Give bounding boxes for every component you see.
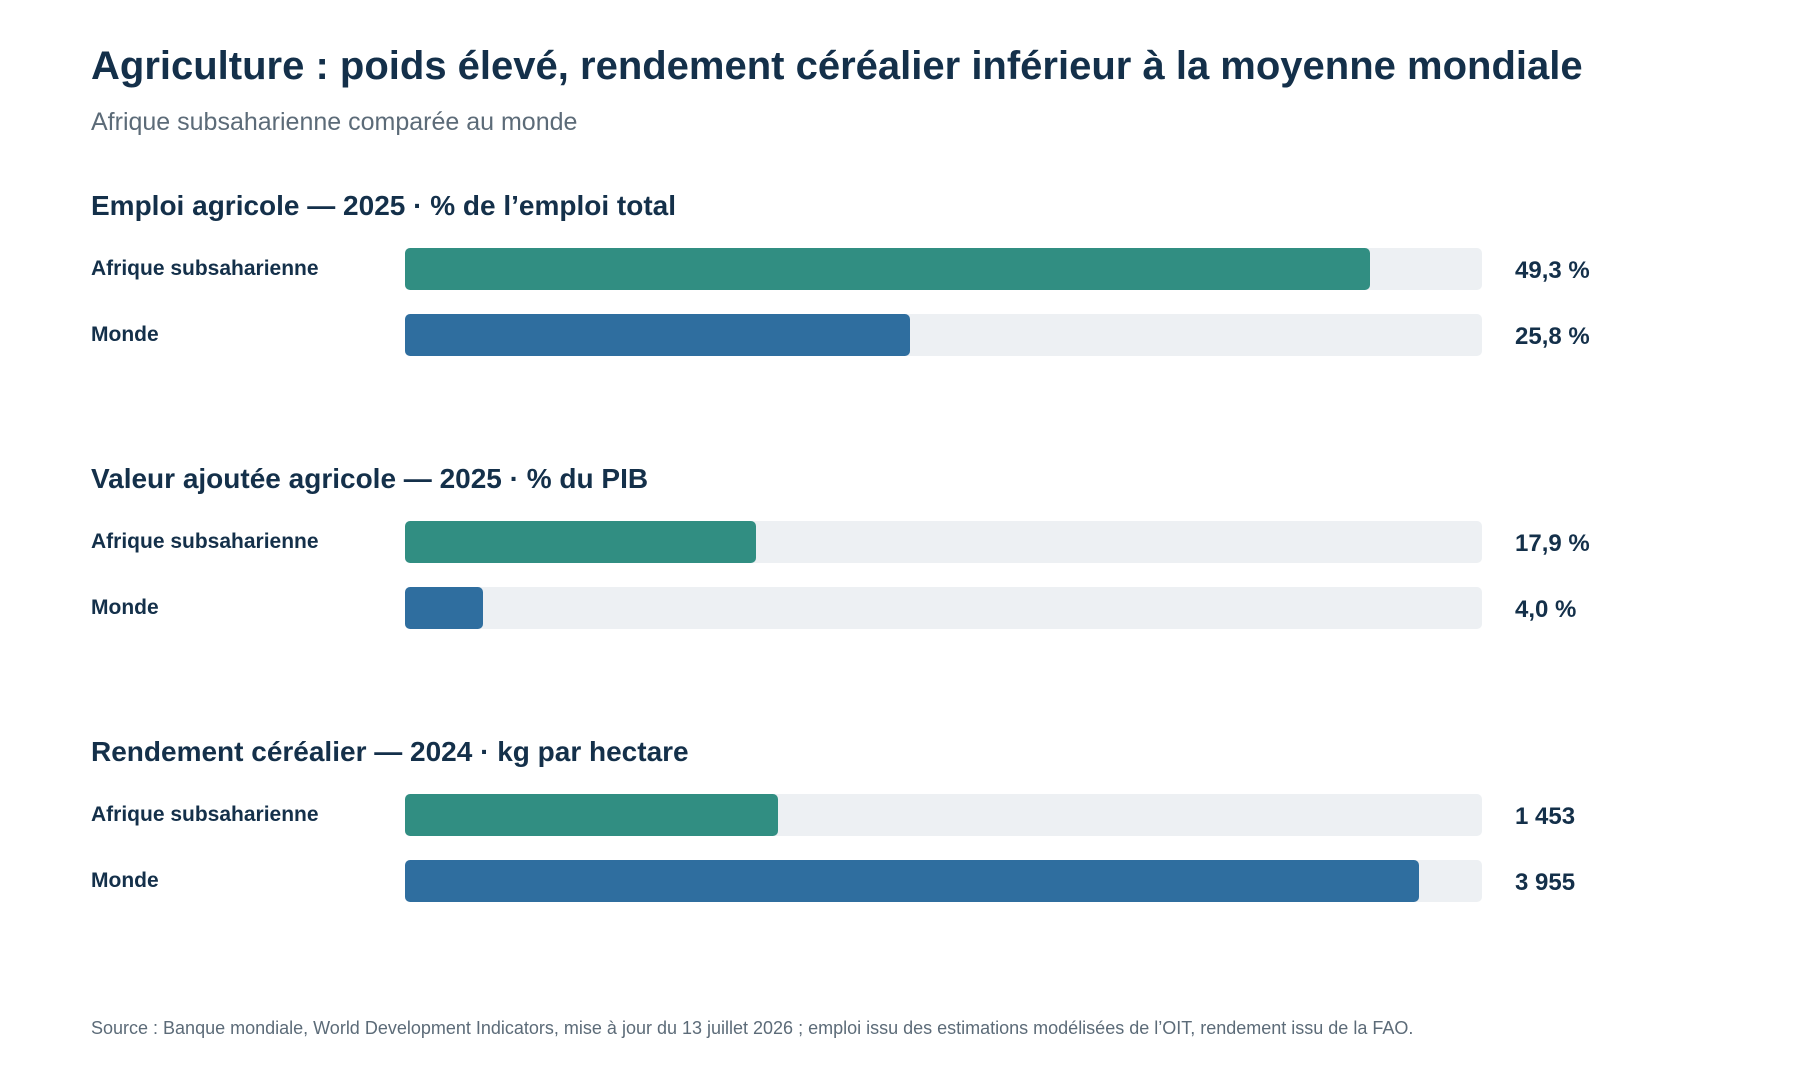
employment-label-world: Monde bbox=[91, 323, 159, 346]
employment-row-world: Monde 25,8 % bbox=[91, 314, 1711, 356]
employment-value-world: 25,8 % bbox=[1515, 323, 1590, 350]
page-title: Agriculture : poids élevé, rendement cér… bbox=[91, 44, 1583, 88]
cereal-yield-row-ssa: Afrique subsaharienne 1 453 bbox=[91, 794, 1711, 836]
employment-bar-ssa bbox=[405, 248, 1371, 290]
employment-track-ssa bbox=[405, 248, 1482, 290]
value-added-track-ssa bbox=[405, 521, 1482, 563]
value-added-label-ssa: Afrique subsaharienne bbox=[91, 530, 319, 553]
value-added-bar-world bbox=[405, 587, 484, 629]
employment-row-ssa: Afrique subsaharienne 49,3 % bbox=[91, 248, 1711, 290]
value-added-value-ssa: 17,9 % bbox=[1515, 530, 1590, 557]
employment-value-ssa: 49,3 % bbox=[1515, 257, 1590, 284]
cereal-yield-chart-title: Rendement céréalier — 2024 · kg par hect… bbox=[91, 736, 689, 767]
cereal-yield-label-world: Monde bbox=[91, 869, 159, 892]
value-added-bar-ssa bbox=[405, 521, 756, 563]
value-added-track-world bbox=[405, 587, 1482, 629]
employment-track-world bbox=[405, 314, 1482, 356]
source-note: Source : Banque mondiale, World Developm… bbox=[91, 1018, 1414, 1038]
cereal-yield-bar-world bbox=[405, 860, 1420, 902]
cereal-yield-bar-ssa bbox=[405, 794, 778, 836]
value-added-value-world: 4,0 % bbox=[1515, 596, 1577, 623]
page-subtitle: Afrique subsaharienne comparée au monde bbox=[91, 108, 578, 136]
cereal-yield-value-ssa: 1 453 bbox=[1515, 803, 1576, 830]
cereal-yield-value-world: 3 955 bbox=[1515, 869, 1576, 896]
cereal-yield-row-world: Monde 3 955 bbox=[91, 860, 1711, 902]
cereal-yield-label-ssa: Afrique subsaharienne bbox=[91, 803, 319, 826]
value-added-label-world: Monde bbox=[91, 596, 159, 619]
employment-bar-world bbox=[405, 314, 911, 356]
value-added-row-world: Monde 4,0 % bbox=[91, 587, 1711, 629]
employment-chart: Emploi agricole — 2025 · % de l’emploi t… bbox=[91, 190, 1711, 390]
cereal-yield-track-world bbox=[405, 860, 1482, 902]
value-added-chart-title: Valeur ajoutée agricole — 2025 · % du PI… bbox=[91, 463, 649, 494]
employment-chart-title: Emploi agricole — 2025 · % de l’emploi t… bbox=[91, 190, 677, 221]
cereal-yield-track-ssa bbox=[405, 794, 1482, 836]
value-added-row-ssa: Afrique subsaharienne 17,9 % bbox=[91, 521, 1711, 563]
value-added-chart: Valeur ajoutée agricole — 2025 · % du PI… bbox=[91, 463, 1711, 663]
employment-label-ssa: Afrique subsaharienne bbox=[91, 257, 319, 280]
cereal-yield-chart: Rendement céréalier — 2024 · kg par hect… bbox=[91, 736, 1711, 936]
